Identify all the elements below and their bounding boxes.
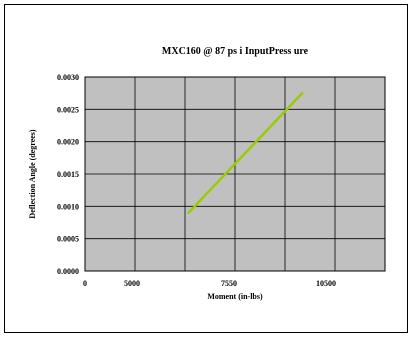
x-tick-label: 7550 bbox=[221, 279, 237, 288]
y-tick-label: 0.0015 bbox=[57, 170, 79, 179]
grid-lines bbox=[84, 76, 386, 272]
y-tick-label: 0.0005 bbox=[57, 235, 79, 244]
x-tick-label: 10500 bbox=[316, 279, 336, 288]
y-tick-label: 0.0010 bbox=[57, 202, 79, 211]
y-tick-label: 0.0000 bbox=[57, 267, 79, 276]
chart-svg: MXC160 @ 87 ps i InputPress ure 0.00000.… bbox=[28, 46, 386, 301]
y-axis-title: Deflection Angle (degrees) bbox=[28, 129, 37, 218]
y-tick-label: 0.0020 bbox=[57, 138, 79, 147]
y-tick-labels: 0.0000 0.0005 0.0010 0.0015 0.0020 0.0025 0.00… bbox=[57, 73, 79, 276]
series-line bbox=[187, 91, 304, 215]
y-tick-label: 0.0025 bbox=[57, 105, 79, 114]
x-tick-label: 5000 bbox=[124, 279, 140, 288]
series-layer bbox=[187, 91, 304, 215]
x-tick-label: 0 bbox=[83, 279, 87, 288]
chart-frame: MXC160 @ 87 ps i InputPress ure 0.0000 0.… bbox=[4, 4, 408, 333]
chart-title: MXC160 @ 87 ps i InputPress ure bbox=[162, 46, 309, 57]
x-tick-labels: 0 5000 7550 10500 bbox=[83, 279, 336, 288]
y-tick-label: 0.0030 bbox=[57, 73, 79, 82]
x-axis-title: Moment (in-lbs) bbox=[207, 292, 263, 301]
